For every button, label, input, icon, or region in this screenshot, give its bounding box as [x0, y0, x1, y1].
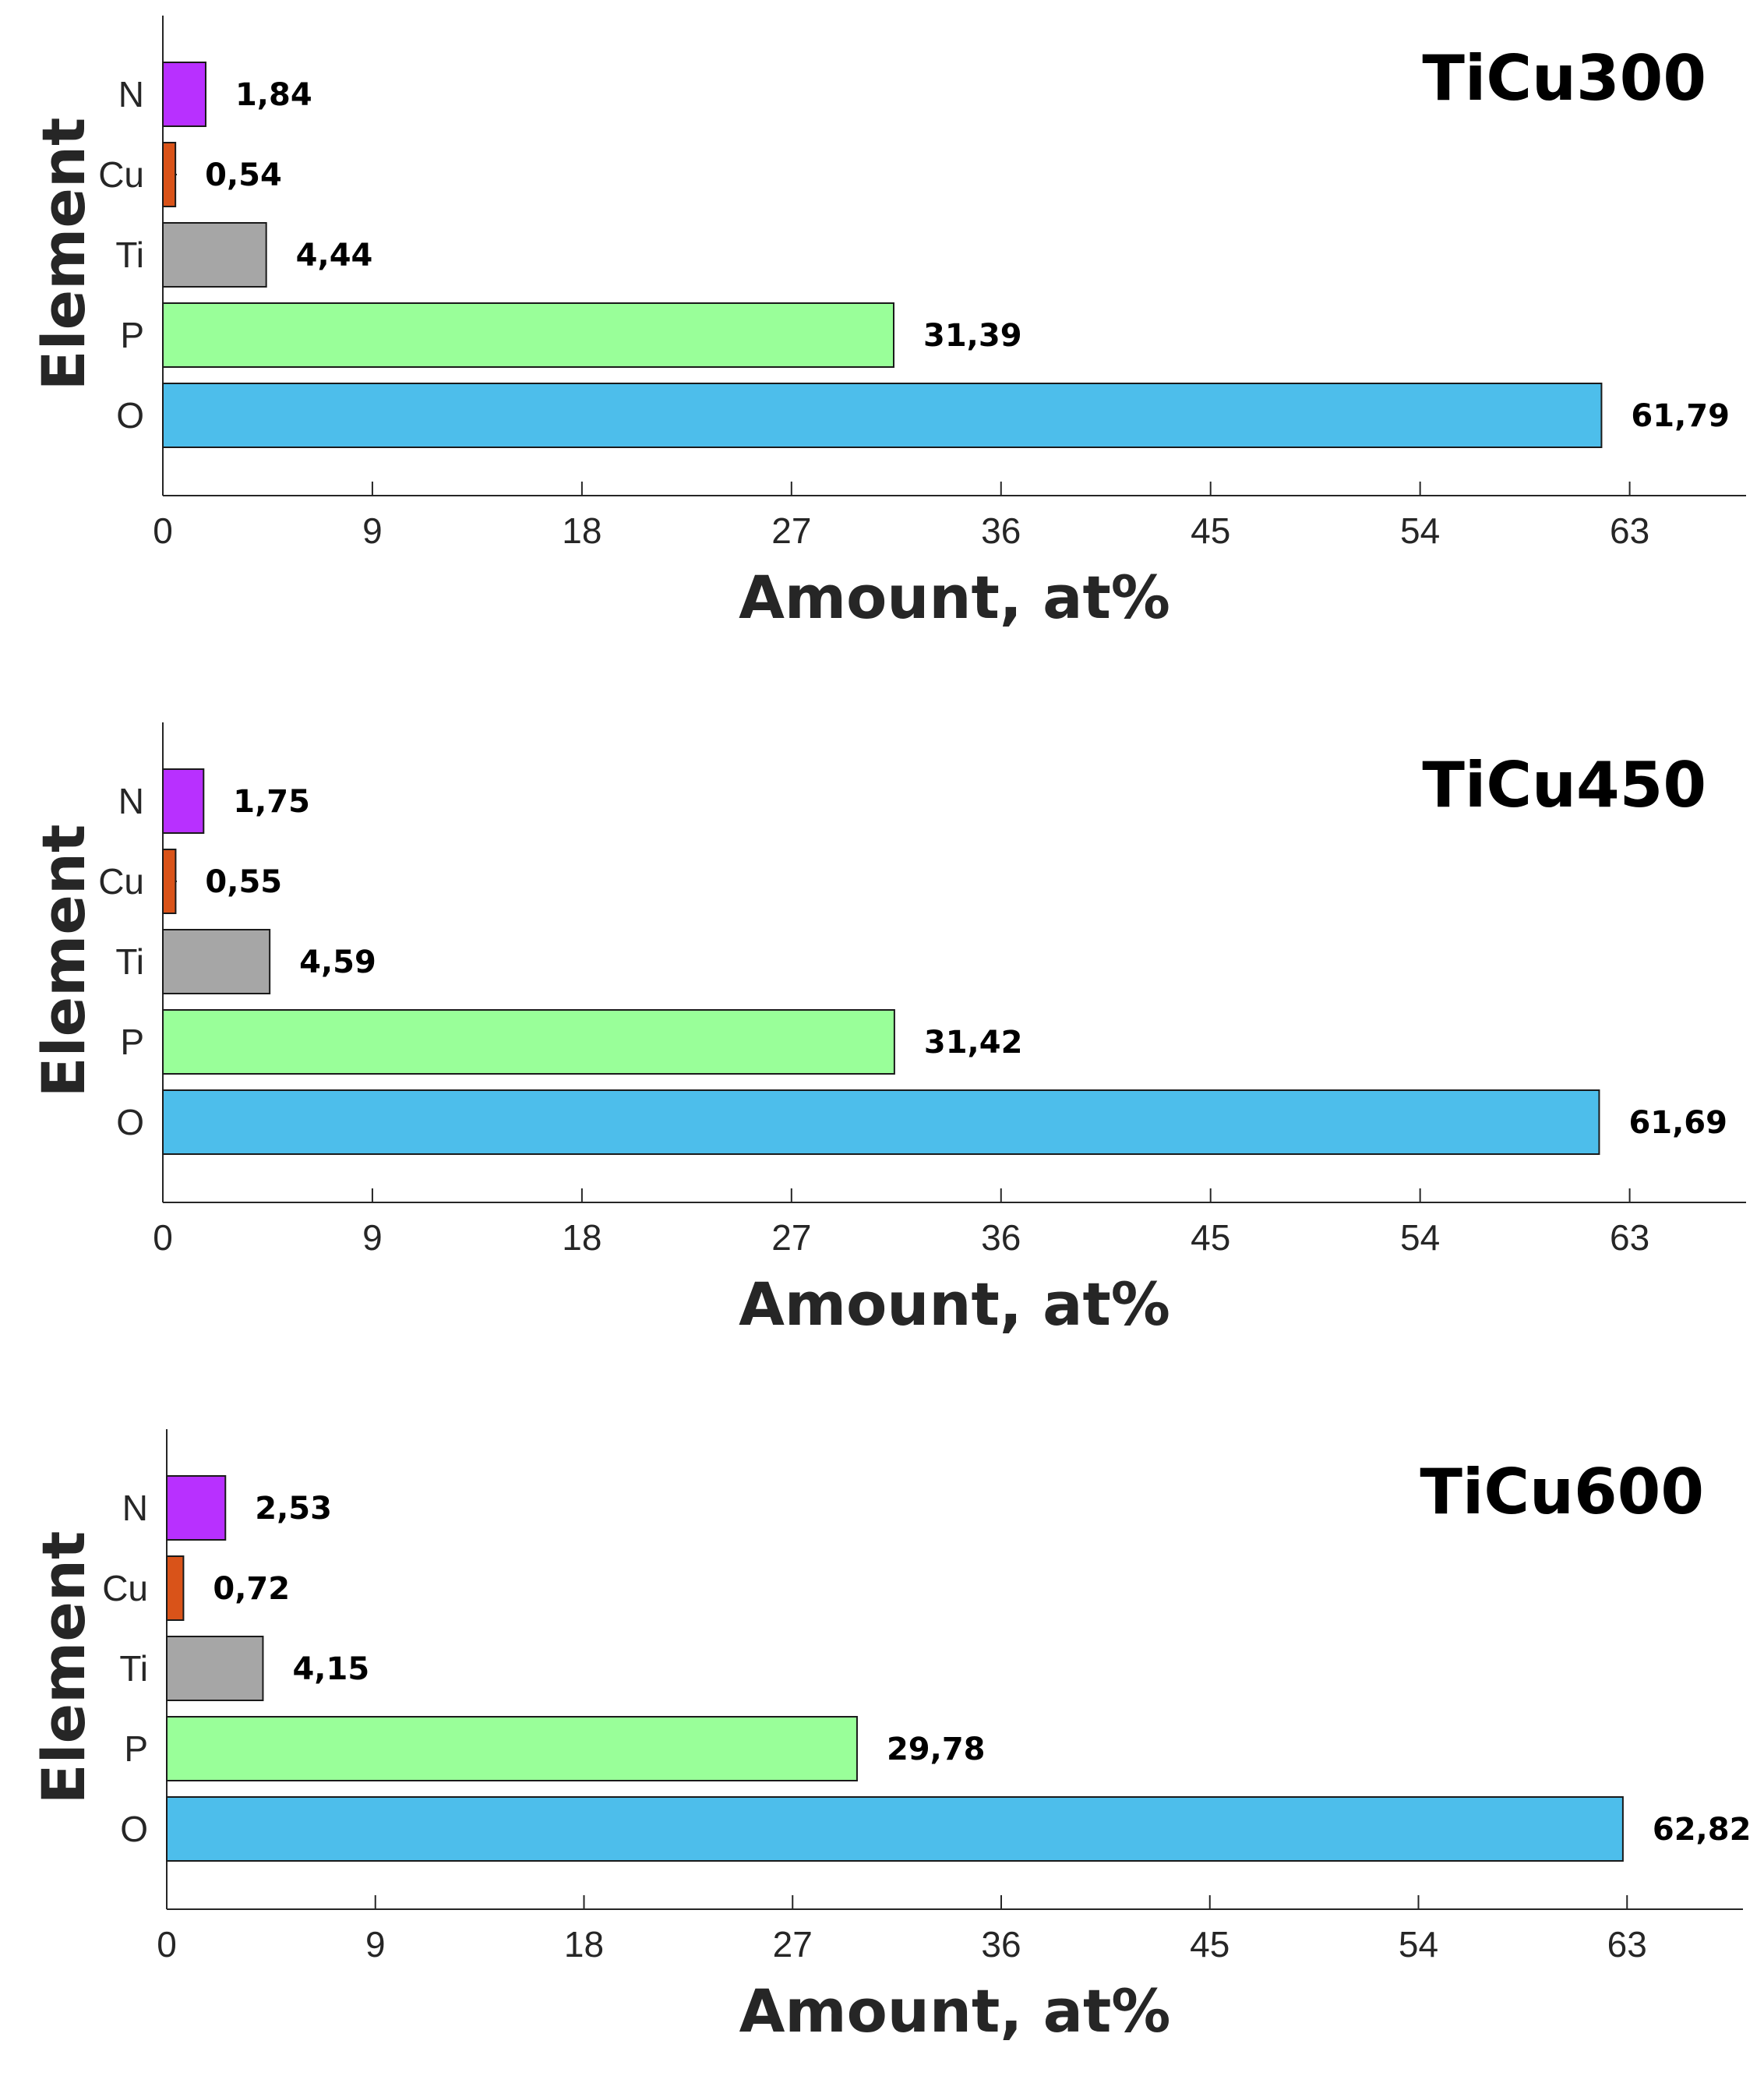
bar-ti [162, 222, 267, 288]
x-tick-label: 45 [1191, 1217, 1230, 1258]
bar-n [162, 62, 206, 127]
x-tick-label: 9 [365, 1924, 386, 1965]
data-label-cu: 0,54 [205, 157, 282, 193]
category-label-cu: Cu [98, 154, 144, 195]
data-label-cu: 0,55 [205, 864, 282, 900]
x-axis-title: Amount, at% [739, 563, 1170, 632]
bar-o [162, 383, 1603, 448]
y-axis-title: Element [29, 118, 98, 391]
x-tick-label: 36 [981, 510, 1021, 551]
category-label-n: N [118, 781, 144, 821]
x-tick-label: 36 [981, 1924, 1021, 1965]
data-label-p: 29,78 [887, 1732, 986, 1767]
x-tick-label: 54 [1400, 1217, 1440, 1258]
category-label-p: P [124, 1728, 148, 1769]
chart-panel-1: 0 9 18 27 36 45 54 63 O 61,79 P 31,39 Ti 4,44 Cu 0,54 N 1… [29, 16, 1746, 632]
category-label-o: O [116, 1102, 144, 1142]
bar-n [162, 768, 205, 834]
data-label-p: 31,39 [923, 318, 1022, 354]
x-tick-label: 54 [1400, 510, 1440, 551]
category-label-p: P [120, 1022, 144, 1062]
bar-p [166, 1716, 858, 1781]
data-label-ti: 4,15 [292, 1651, 369, 1687]
bar-ti [162, 929, 271, 994]
data-label-n: 1,75 [233, 784, 310, 820]
category-label-ti: Ti [115, 941, 144, 982]
x-tick-label: 45 [1191, 510, 1230, 551]
bar-cu [162, 849, 177, 914]
category-label-ti: Ti [115, 235, 144, 275]
x-tick-label: 9 [362, 1217, 383, 1258]
x-tick-label: 27 [771, 1217, 811, 1258]
data-label-o: 61,69 [1628, 1105, 1727, 1141]
bar-cu [166, 1555, 185, 1621]
category-label-cu: Cu [98, 861, 144, 902]
category-label-o: O [116, 395, 144, 436]
x-tick-label: 18 [562, 1217, 602, 1258]
bar-n [166, 1475, 227, 1541]
category-label-ti: Ti [119, 1648, 148, 1689]
x-tick-label: 63 [1610, 510, 1649, 551]
x-tick-label: 0 [153, 510, 173, 551]
bar-cu [162, 142, 177, 207]
bar-o [166, 1796, 1624, 1862]
x-tick-label: 63 [1610, 1217, 1649, 1258]
category-label-o: O [120, 1809, 148, 1849]
x-tick-label: 18 [564, 1924, 604, 1965]
data-label-ti: 4,44 [296, 238, 373, 274]
x-tick-label: 45 [1190, 1924, 1230, 1965]
x-tick-label: 36 [981, 1217, 1021, 1258]
bar-p [162, 302, 895, 368]
bar-o [162, 1089, 1600, 1155]
x-tick-label: 27 [771, 510, 811, 551]
category-label-cu: Cu [102, 1568, 148, 1608]
x-tick-label: 0 [153, 1217, 173, 1258]
x-tick-label: 18 [562, 510, 602, 551]
bar-p [162, 1009, 895, 1075]
category-label-p: P [120, 315, 144, 355]
data-label-p: 31,42 [924, 1025, 1023, 1061]
category-label-n: N [118, 74, 144, 115]
y-axis-title: Element [29, 824, 98, 1098]
data-label-ti: 4,59 [299, 944, 376, 980]
data-label-n: 1,84 [235, 77, 312, 113]
x-tick-label: 0 [157, 1924, 177, 1965]
data-label-cu: 0,72 [213, 1571, 290, 1607]
chart-title: TiCu450 [1422, 749, 1706, 821]
x-axis-title: Amount, at% [739, 1976, 1171, 2046]
x-axis-title: Amount, at% [739, 1269, 1170, 1339]
x-tick-label: 27 [773, 1924, 813, 1965]
data-label-n: 2,53 [255, 1491, 332, 1527]
chart-panel-2: 0 9 18 27 36 45 54 63 O 61,69 P 31,42 Ti 4,59 Cu 0,55 N 1… [29, 722, 1746, 1339]
chart-panel-3: 0 9 18 27 36 45 54 63 O 62,82 P 29,78 Ti 4,15 Cu 0,72 N 2… [29, 1429, 1751, 2046]
chart-title: TiCu300 [1422, 42, 1706, 115]
y-axis-title: Element [29, 1531, 98, 1805]
category-label-n: N [122, 1488, 148, 1528]
bar-ti [166, 1636, 264, 1701]
x-tick-label: 63 [1607, 1924, 1647, 1965]
data-label-o: 61,79 [1631, 398, 1730, 434]
data-label-o: 62,82 [1653, 1812, 1752, 1848]
chart-title: TiCu600 [1420, 1456, 1704, 1528]
x-tick-label: 54 [1399, 1924, 1438, 1965]
x-tick-label: 9 [362, 510, 383, 551]
